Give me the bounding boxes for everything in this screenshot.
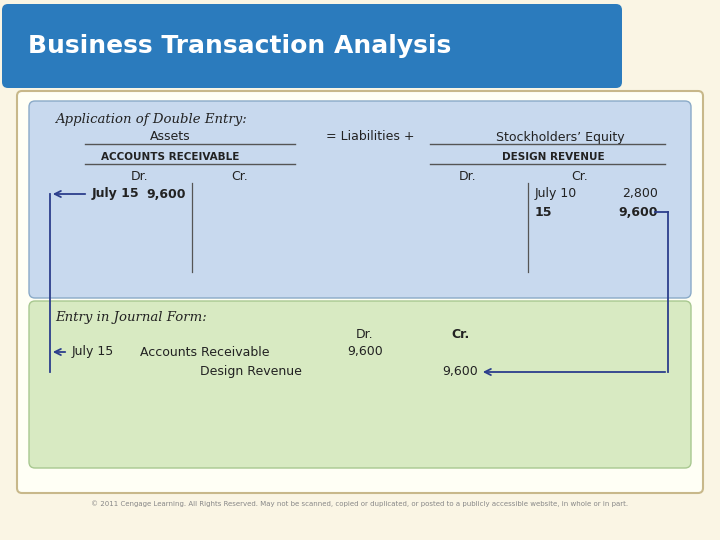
Text: ACCOUNTS RECEIVABLE: ACCOUNTS RECEIVABLE	[101, 152, 239, 162]
Text: Entry in Journal Form:: Entry in Journal Form:	[55, 312, 207, 325]
Text: 9,600: 9,600	[146, 187, 186, 200]
Text: 9,600: 9,600	[618, 206, 658, 219]
Text: DESIGN REVENUE: DESIGN REVENUE	[502, 152, 604, 162]
Text: Stockholders’ Equity: Stockholders’ Equity	[495, 131, 624, 144]
Text: July 10: July 10	[535, 187, 577, 200]
Text: © 2011 Cengage Learning. All Rights Reserved. May not be scanned, copied or dupl: © 2011 Cengage Learning. All Rights Rese…	[91, 501, 629, 508]
Text: Business Transaction Analysis: Business Transaction Analysis	[28, 34, 451, 58]
Text: July 15: July 15	[72, 346, 114, 359]
Text: Dr.: Dr.	[356, 328, 374, 341]
Text: Cr.: Cr.	[572, 170, 588, 183]
Text: Assets: Assets	[150, 131, 190, 144]
Text: Dr.: Dr.	[459, 170, 477, 183]
FancyBboxPatch shape	[29, 301, 691, 468]
Text: Accounts Receivable: Accounts Receivable	[140, 346, 269, 359]
Text: Cr.: Cr.	[451, 328, 469, 341]
FancyBboxPatch shape	[17, 91, 703, 493]
FancyBboxPatch shape	[2, 4, 622, 88]
Text: Design Revenue: Design Revenue	[200, 366, 302, 379]
Text: Cr.: Cr.	[232, 170, 248, 183]
Text: Dr.: Dr.	[131, 170, 149, 183]
Text: 9,600: 9,600	[347, 346, 383, 359]
Text: 2,800: 2,800	[622, 187, 658, 200]
Text: 15: 15	[535, 206, 552, 219]
Text: Application of Double Entry:: Application of Double Entry:	[55, 112, 247, 125]
Text: 9,600: 9,600	[442, 366, 478, 379]
Text: July 15: July 15	[92, 187, 140, 200]
Text: = Liabilities +: = Liabilities +	[325, 131, 414, 144]
FancyBboxPatch shape	[29, 101, 691, 298]
